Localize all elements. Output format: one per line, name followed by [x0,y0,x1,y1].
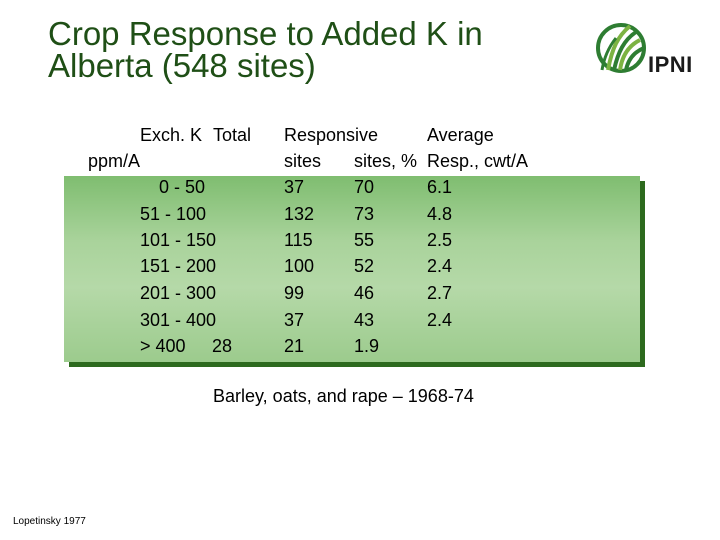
row-total: 28 [212,336,233,356]
header-sites-pct: sites, % [354,151,418,171]
slide-title-line-2: Alberta (548 sites) [48,47,316,84]
header-total: Total [213,125,252,145]
row-average: 2.7 [427,283,453,303]
row-responsive: 21 [284,336,305,356]
ipni-logo-text: IPNI [648,52,693,77]
source-citation: Lopetinsky 1977 [13,516,86,527]
row-responsive: 46 [354,283,375,303]
row-average: 2.4 [427,310,453,330]
table-panel [64,176,640,362]
header-average: Average [427,125,494,145]
header-sites: sites [284,151,322,171]
row-responsive: 52 [354,256,375,276]
row-average: 6.1 [427,177,453,197]
row-total: 99 [284,283,305,303]
row-responsive: 43 [354,310,375,330]
header-responsive: Responsive [284,125,379,145]
row-total: 37 [284,177,305,197]
row-range: 51 - 100 [140,204,207,224]
table-caption: Barley, oats, and rape – 1968-74 [213,386,474,406]
slide-title-line-1: Crop Response to Added K in [48,15,483,52]
row-range: 201 - 300 [140,283,217,303]
row-total: 115 [284,230,313,250]
row-range: 151 - 200 [140,256,217,276]
row-average: 2.5 [427,230,453,250]
header-ppm: ppm/A [88,151,141,171]
header-resp-cwt: Resp., cwt/A [427,151,529,171]
row-responsive: 70 [354,177,375,197]
slide-title: Crop Response to Added K in Alberta (548… [48,15,568,84]
row-total: 132 [284,204,315,224]
row-range: > 400 [140,336,186,356]
row-range: 0 - 50 [159,177,206,197]
row-responsive: 73 [354,204,375,224]
row-range: 101 - 150 [140,230,217,250]
row-average: 1.9 [354,336,380,356]
row-total: 100 [284,256,315,276]
row-average: 2.4 [427,256,453,276]
ipni-leaf-logo-icon [596,23,646,73]
row-responsive: 55 [354,230,375,250]
row-range: 301 - 400 [140,310,217,330]
row-average: 4.8 [427,204,453,224]
row-total: 37 [284,310,305,330]
header-exch-k: Exch. K [140,125,203,145]
